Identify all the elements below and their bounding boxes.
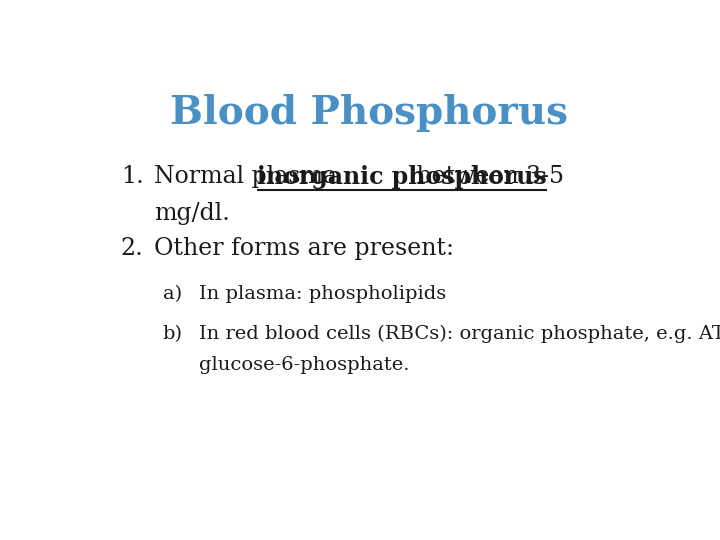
Text: In plasma: phospholipids: In plasma: phospholipids	[199, 285, 446, 303]
Text: Other forms are present:: Other forms are present:	[154, 238, 454, 260]
Text: inorganic phosphorus: inorganic phosphorus	[258, 165, 547, 188]
Text: Normal plasma: Normal plasma	[154, 165, 345, 187]
Text: Blood Phosphorus: Blood Phosphorus	[170, 94, 568, 132]
Text: mg/dl.: mg/dl.	[154, 202, 230, 225]
Text: between 3-5: between 3-5	[409, 165, 564, 187]
Text: 2.: 2.	[121, 238, 143, 260]
Text: a): a)	[163, 285, 181, 303]
Text: In red blood cells (RBCs): organic phosphate, e.g. ATP,: In red blood cells (RBCs): organic phosp…	[199, 325, 720, 343]
Text: b): b)	[163, 325, 183, 343]
Text: 1.: 1.	[121, 165, 143, 187]
Text: glucose-6-phosphate.: glucose-6-phosphate.	[199, 356, 409, 374]
